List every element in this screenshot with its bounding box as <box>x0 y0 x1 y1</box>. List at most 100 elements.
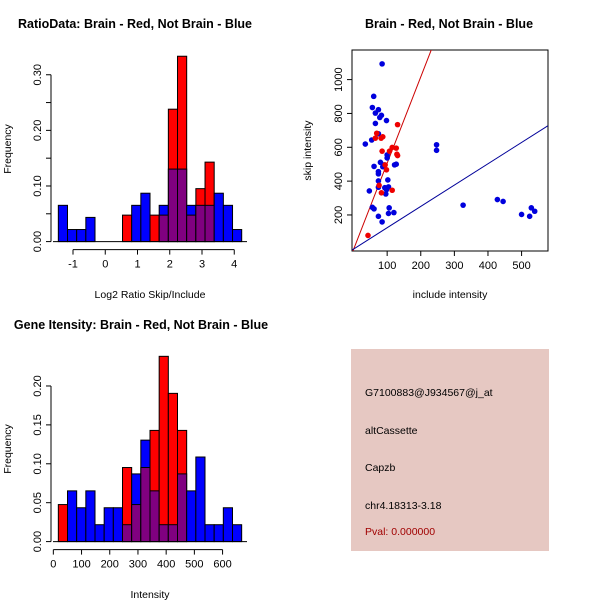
histogram-bar-brain <box>167 392 178 543</box>
y-tick-label: 0.30 <box>32 64 44 85</box>
scatter-point-not-brain <box>433 147 440 154</box>
scatter-point-brain <box>394 152 401 159</box>
y-tick-label: 400 <box>333 172 345 190</box>
brain-fit-line <box>352 50 432 251</box>
histogram-bar-not-brain <box>112 507 124 543</box>
scatter-point-brain <box>394 121 401 128</box>
scatter-point-not-brain <box>371 163 377 170</box>
not-brain-fit-line <box>352 125 548 251</box>
chart-title: Brain - Red, Not Brain - Blue <box>365 17 533 31</box>
scatter-point-not-brain <box>375 213 382 220</box>
histogram-bar-not-brain <box>140 192 151 243</box>
scatter-point-not-brain <box>369 104 376 111</box>
y-tick-label: 800 <box>333 104 345 122</box>
scatter-point-not-brain <box>376 114 383 121</box>
scatter-point-brain <box>372 135 379 141</box>
plot-box <box>351 49 549 252</box>
histogram-bar-not-brain <box>232 229 243 243</box>
x-tick-label: 0 <box>50 559 56 571</box>
x-tick-label: 0 <box>102 259 108 271</box>
histogram-bar-overlap <box>177 168 188 243</box>
scatter-point-not-brain <box>393 161 400 168</box>
scatter-point-not-brain <box>385 177 391 183</box>
histogram-bar-not-brain <box>186 490 197 543</box>
pval: Pval: 0.000000 <box>365 526 436 538</box>
y-tick-label: 0.15 <box>32 414 44 435</box>
histogram-bar-overlap <box>167 168 179 243</box>
histogram-bar-not-brain <box>76 229 87 243</box>
x-tick-label: 600 <box>213 559 231 571</box>
scatter-point-not-brain <box>375 171 382 177</box>
histogram-bar-overlap <box>195 204 206 243</box>
histogram-bar-not-brain <box>232 524 243 543</box>
scatter-point-not-brain <box>372 110 379 116</box>
scatter-point-brain <box>379 148 385 154</box>
histogram-bar-not-brain <box>195 456 206 543</box>
histogram-bar-overlap <box>149 490 160 543</box>
histogram-bar-overlap <box>158 214 169 243</box>
histogram-bar-not-brain <box>213 524 224 543</box>
x-tick-label: 200 <box>101 559 119 571</box>
x-tick-label: 400 <box>479 260 497 272</box>
x-tick-label: 100 <box>378 260 396 272</box>
scatter-point-not-brain <box>433 141 440 148</box>
scatter-point-not-brain <box>379 61 385 67</box>
y-tick-label: 1000 <box>333 67 345 91</box>
x-tick-label: 500 <box>512 260 530 272</box>
histogram-bar-not-brain <box>67 229 78 243</box>
scatter-point-not-brain <box>375 178 382 184</box>
scatter-point-not-brain <box>383 191 389 197</box>
x-tick-label: -1 <box>68 259 78 271</box>
histogram-bar-not-brain <box>204 524 215 543</box>
x-tick-label: 3 <box>199 259 205 271</box>
y-tick-label: 0.00 <box>32 231 44 252</box>
y-axis-label: skip intensity <box>302 120 314 181</box>
histogram-bar-not-brain <box>213 192 224 243</box>
histogram-bar-not-brain <box>85 490 96 543</box>
histogram-bar-not-brain <box>103 507 114 543</box>
histogram-bar-overlap <box>204 204 215 243</box>
y-tick-label: 600 <box>333 138 345 156</box>
scatter-point-not-brain <box>362 141 369 147</box>
x-axis-label: include intensity <box>413 289 488 301</box>
histogram-bar-not-brain <box>131 204 142 243</box>
scatter-point-brain <box>373 130 380 137</box>
scatter-point-not-brain <box>391 209 397 216</box>
probe-id: G7100883@J934567@j_at <box>365 387 493 399</box>
x-axis-label: Intensity <box>130 589 170 600</box>
y-tick-label: 0.20 <box>32 375 44 396</box>
scatter-point-brain <box>382 162 388 168</box>
x-tick-label: 500 <box>185 559 203 571</box>
histogram-bar-not-brain <box>222 204 234 243</box>
x-tick-label: 4 <box>231 259 237 271</box>
histogram-bar-not-brain <box>94 524 105 543</box>
scatter-point-not-brain <box>460 202 466 208</box>
x-tick-label: 100 <box>72 559 90 571</box>
histogram-bar-overlap <box>167 524 178 543</box>
scatter-point-brain <box>393 145 400 151</box>
histogram-bar-overlap <box>177 473 188 543</box>
y-tick-label: 0.00 <box>32 531 44 552</box>
scatter-point-not-brain <box>366 188 373 194</box>
x-tick-label: 300 <box>445 260 463 272</box>
x-axis-label: Log2 Ratio Skip/Include <box>95 289 206 301</box>
scatter-point-brain <box>376 182 382 189</box>
chart-title: Gene Itensity: Brain - Red, Not Brain - … <box>14 318 268 332</box>
scatter-point-not-brain <box>370 93 377 100</box>
y-tick-label: 0.05 <box>32 492 44 513</box>
scatter-point-not-brain <box>379 219 385 225</box>
y-tick-label: 0.20 <box>32 120 44 141</box>
histogram-bar-overlap <box>140 467 151 543</box>
histogram-bar-not-brain <box>67 490 78 543</box>
histogram-bar-overlap <box>131 504 142 543</box>
x-tick-label: 400 <box>157 559 175 571</box>
histogram-bar-overlap <box>122 524 133 543</box>
y-axis-label: Frequency <box>2 423 14 473</box>
y-tick-label: 0.10 <box>32 175 44 196</box>
scatter-point-brain <box>378 135 384 141</box>
y-axis-label: Frequency <box>2 123 14 173</box>
scatter-point-not-brain <box>494 196 501 203</box>
scatter-point-brain <box>389 187 395 194</box>
